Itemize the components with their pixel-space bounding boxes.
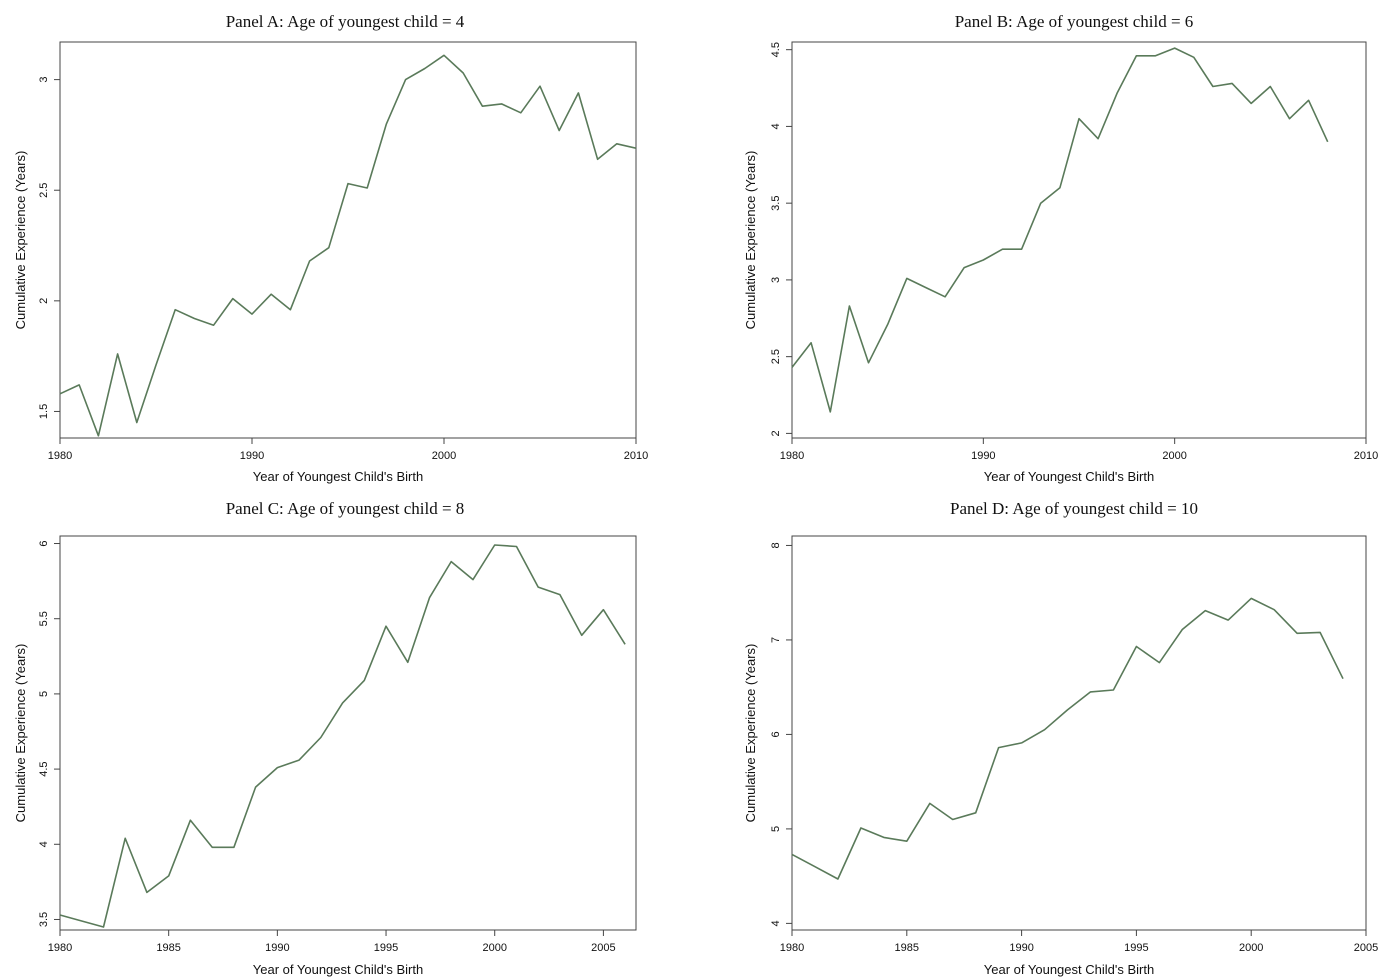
panel-a-x-tick-label: 2000 xyxy=(432,450,456,462)
panel-c-y-axis-label: Cumulative Experience (Years) xyxy=(13,644,28,823)
panel-b-y-tick-label: 4.5 xyxy=(770,42,782,57)
panel-c-x-tick-label: 2000 xyxy=(482,942,506,954)
panel-d-x-tick-label: 1995 xyxy=(1124,942,1148,954)
panel-b-x-axis-label: Year of Youngest Child's Birth xyxy=(984,469,1154,484)
panel-c-x-axis-label: Year of Youngest Child's Birth xyxy=(253,962,423,977)
panel-b: Panel B: Age of youngest child = 6 1980 19… xyxy=(743,12,1378,484)
panel-a-y-tick-label: 2.5 xyxy=(38,183,50,198)
panel-b-title: Panel B: Age of youngest child = 6 xyxy=(955,12,1194,31)
panel-b-y-axis-label: Cumulative Experience (Years) xyxy=(743,151,758,330)
panel-c-y-tick-label: 5 xyxy=(38,691,50,697)
panel-c-title: Panel C: Age of youngest child = 8 xyxy=(226,499,465,518)
panel-a-y-tick-label: 2 xyxy=(38,298,50,304)
panel-b-x-tick-label: 1990 xyxy=(971,450,995,462)
panel-b-y-tick-label: 4 xyxy=(770,123,782,129)
panel-a-y-axis-label: Cumulative Experience (Years) xyxy=(13,151,28,330)
panel-a-series-line xyxy=(59,54,637,437)
panel-b-y-tick-label: 3.5 xyxy=(770,196,782,211)
panel-d-x-tick-label: 1990 xyxy=(1009,942,1033,954)
panel-d-x-axis-label: Year of Youngest Child's Birth xyxy=(984,962,1154,977)
panel-a-x-tick-label: 1980 xyxy=(48,450,72,462)
panel-a-title: Panel A: Age of youngest child = 4 xyxy=(226,12,465,31)
panel-b-x-tick-label: 2000 xyxy=(1162,450,1186,462)
panel-c-x-tick-label: 1995 xyxy=(374,942,398,954)
panel-c: Panel C: Age of youngest child = 8 1980 19… xyxy=(13,499,637,977)
panel-b-x-tick-label: 2010 xyxy=(1354,450,1378,462)
panel-d-x-tick-label: 1985 xyxy=(895,942,919,954)
panel-a-y-tick-label: 3 xyxy=(38,77,50,83)
panel-d-x-tick-label: 2005 xyxy=(1354,942,1378,954)
panel-b-x-tick-label: 1980 xyxy=(780,450,804,462)
panel-b-series-line xyxy=(791,47,1329,413)
panel-d: Panel D: Age of youngest child = 10 1980 1… xyxy=(743,499,1378,977)
panel-d-y-tick-label: 5 xyxy=(770,826,782,832)
panel-a-x-tick-label: 1990 xyxy=(240,450,264,462)
panel-c-x-tick-label: 1980 xyxy=(48,942,72,954)
panel-d-x-tick-label: 1980 xyxy=(780,942,804,954)
panel-d-series-line xyxy=(791,597,1344,880)
panel-a-y-tick-label: 1.5 xyxy=(38,404,50,419)
panel-b-y-tick-label: 2.5 xyxy=(770,349,782,364)
panel-c-x-tick-label: 1985 xyxy=(156,942,180,954)
panel-a-plot-frame xyxy=(59,41,637,439)
panel-c-y-tick-label: 5.5 xyxy=(38,611,50,626)
panel-c-y-tick-label: 4 xyxy=(38,841,50,847)
panel-c-x-tick-label: 1990 xyxy=(265,942,289,954)
panel-d-y-tick-label: 4 xyxy=(770,920,782,926)
panel-d-y-tick-label: 6 xyxy=(770,731,782,737)
panel-d-title: Panel D: Age of youngest child = 10 xyxy=(950,499,1198,518)
panel-d-plot-frame xyxy=(791,535,1367,931)
panel-c-y-tick-label: 4.5 xyxy=(38,761,50,776)
panel-b-plot-frame xyxy=(791,41,1367,439)
panel-c-y-tick-label: 3.5 xyxy=(38,912,50,927)
panel-c-y-tick-label: 6 xyxy=(38,540,50,546)
panel-c-x-tick-label: 2005 xyxy=(591,942,615,954)
panel-b-y-tick-label: 3 xyxy=(770,277,782,283)
panel-d-y-tick-label: 7 xyxy=(770,637,782,643)
panel-a-x-axis-label: Year of Youngest Child's Birth xyxy=(253,469,423,484)
panel-d-x-tick-label: 2000 xyxy=(1239,942,1263,954)
panel-a: Panel A: Age of youngest child = 4 1980 19… xyxy=(13,12,648,484)
panel-d-y-axis-label: Cumulative Experience (Years) xyxy=(743,644,758,823)
panel-b-y-tick-label: 2 xyxy=(770,430,782,436)
panel-c-series-line xyxy=(59,544,626,928)
panel-d-y-tick-label: 8 xyxy=(770,542,782,548)
panel-a-x-tick-label: 2010 xyxy=(624,450,648,462)
panel-c-plot-frame xyxy=(59,535,637,931)
